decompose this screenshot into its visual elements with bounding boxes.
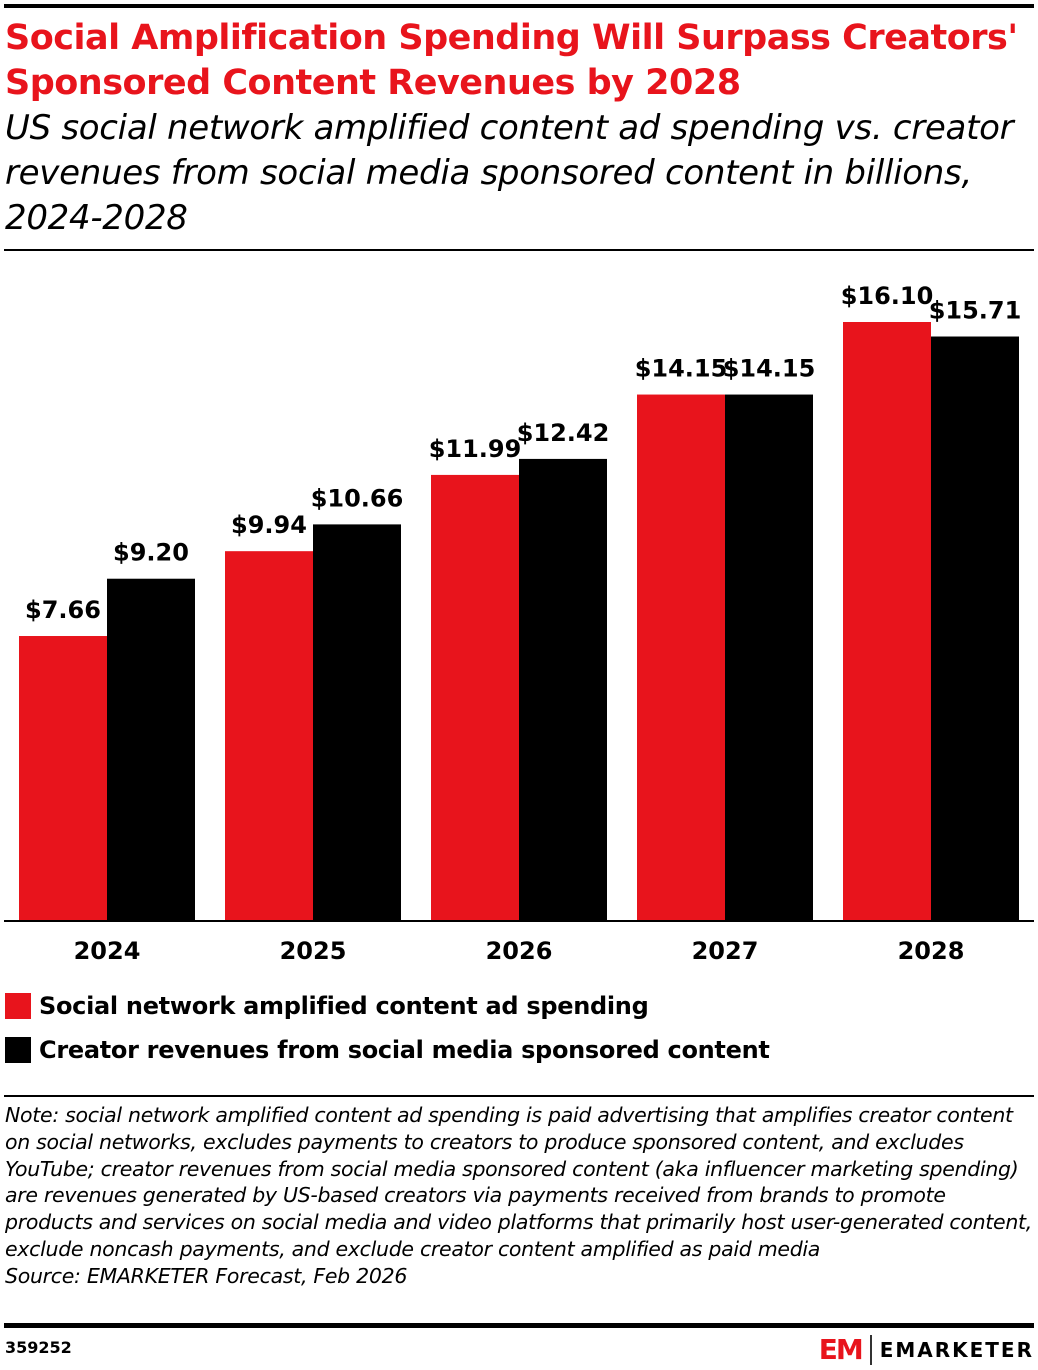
divider <box>4 249 1034 251</box>
data-label: $9.20 <box>113 539 189 567</box>
x-tick-label: 2024 <box>74 937 141 965</box>
data-label: $15.71 <box>929 297 1022 325</box>
divider <box>4 1095 1034 1097</box>
source-text: Source: EMARKETER Forecast, Feb 2026 <box>5 1263 408 1288</box>
x-tick-label: 2027 <box>692 937 759 965</box>
data-label: $10.66 <box>311 484 404 512</box>
legend-item: Creator revenues from social media spons… <box>5 1028 770 1072</box>
data-label: $14.15 <box>723 355 816 383</box>
x-tick-label: 2028 <box>898 937 965 965</box>
x-tick-label: 2026 <box>486 937 553 965</box>
bar <box>725 394 813 921</box>
legend-label: Social network amplified content ad spen… <box>39 992 649 1020</box>
data-label: $14.15 <box>635 355 728 383</box>
bar <box>107 578 195 921</box>
data-label: $12.42 <box>517 419 610 447</box>
bar <box>225 551 313 921</box>
logo-wordmark: EMARKETER <box>879 1337 1034 1362</box>
bar <box>931 336 1019 921</box>
logo-mark: EM <box>818 1333 864 1366</box>
bar <box>431 474 519 921</box>
bar <box>637 394 725 921</box>
data-label: $16.10 <box>841 282 934 310</box>
legend: Social network amplified content ad spen… <box>5 984 770 1072</box>
chart-subtitle: US social network amplified content ad s… <box>5 108 1014 238</box>
top-rule <box>4 4 1034 8</box>
bar <box>19 636 107 921</box>
bottom-rule <box>4 1323 1034 1328</box>
bar <box>843 322 931 921</box>
bar-chart: $7.66 $9.20 2024 $9.94$10.66 2025 $11.99$12.4… <box>4 282 1034 965</box>
legend-swatch-black <box>5 1037 31 1063</box>
data-label: $11.99 <box>429 435 522 463</box>
note-text: Note: social network amplified content a… <box>5 1103 1032 1261</box>
chart-title: Social Amplification Spending Will Surpa… <box>5 18 1018 103</box>
data-label: $9.94 <box>231 511 307 539</box>
bar <box>519 458 607 921</box>
chart-id: 359252 <box>5 1338 72 1357</box>
legend-swatch-red <box>5 993 31 1019</box>
x-tick-label: 2025 <box>280 937 347 965</box>
note: Note: social network amplified content a… <box>5 1102 1035 1290</box>
bar <box>313 524 401 921</box>
legend-label: Creator revenues from social media spons… <box>39 1036 770 1064</box>
data-label: $7.66 <box>25 596 101 624</box>
emarketer-logo: EM EMARKETER <box>819 1333 1034 1366</box>
legend-item: Social network amplified content ad spen… <box>5 984 770 1028</box>
